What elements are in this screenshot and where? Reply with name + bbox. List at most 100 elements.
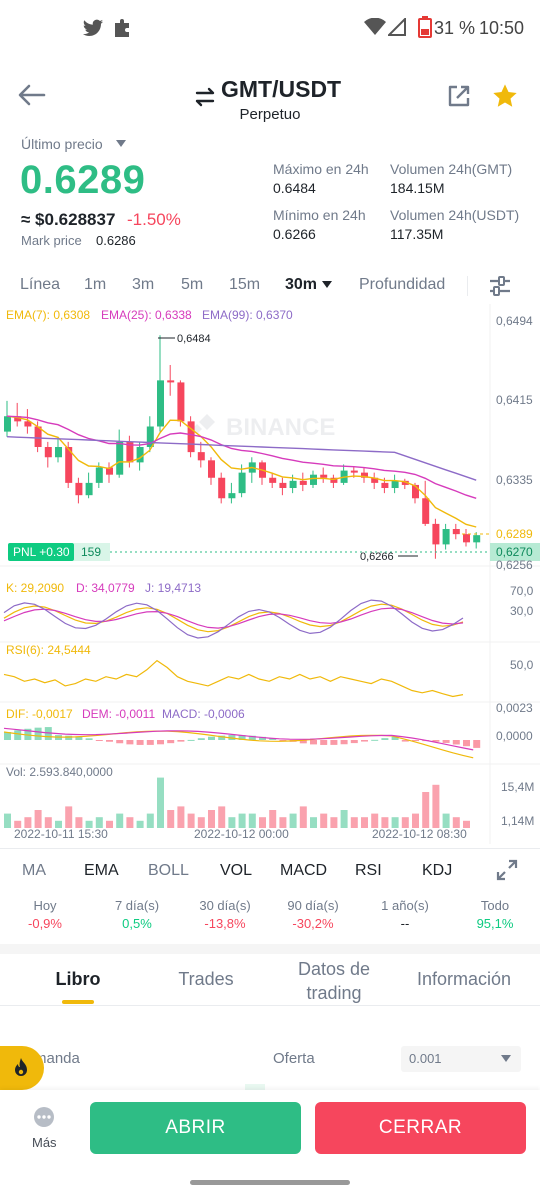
volume-bar [75, 817, 83, 828]
caret-down-icon[interactable] [116, 140, 126, 148]
tab-book[interactable]: Libro [55, 969, 101, 989]
volume-bar [412, 813, 419, 828]
fullscreen-icon[interactable] [496, 859, 518, 881]
low-marker: 0,6266 [360, 551, 394, 563]
more-button[interactable]: Más [20, 1102, 68, 1158]
candle-body [381, 482, 389, 489]
x-label-2: 2022-10-12 08:30 [372, 827, 467, 841]
macd-bar [350, 740, 358, 744]
status-bar: 31 % 10:50 [0, 0, 540, 58]
book-depth-bar [245, 1084, 265, 1092]
macd-bar [259, 736, 266, 740]
macd-bar [146, 740, 154, 745]
macd-bar [330, 740, 338, 745]
volume-bar [371, 813, 379, 828]
volume-bar [85, 820, 93, 828]
binance-watermark: BINANCE [192, 414, 335, 441]
macd-bar [391, 736, 399, 740]
bid-label: manda [34, 1050, 80, 1067]
open-button[interactable]: ABRIR [90, 1102, 301, 1154]
macd-bar [248, 735, 256, 740]
floating-fire-button[interactable] [0, 1046, 44, 1090]
tab-5m[interactable]: 5m [181, 276, 204, 293]
chart-settings-icon[interactable] [488, 275, 512, 297]
volume-bar [463, 820, 470, 828]
ind-rsi[interactable]: RSI [355, 862, 382, 879]
pair-title[interactable]: GMT/USDT [221, 76, 342, 102]
pnl-badge[interactable] [8, 543, 74, 561]
macd-bar [126, 740, 134, 745]
candle-body [75, 482, 83, 496]
candle-body [350, 470, 358, 473]
position-price-box [490, 543, 540, 561]
close-button[interactable]: CERRAR [315, 1102, 526, 1154]
tab-line[interactable]: Línea [20, 276, 61, 293]
timeframe-tabs: Línea 1m 3m 5m 15m 30m Profundidad [0, 268, 540, 304]
macd-bar [381, 738, 389, 740]
low-24h-label: Mínimo en 24h [273, 207, 366, 223]
candle-body [269, 477, 277, 483]
macd-bar [14, 730, 22, 740]
chart-canvas[interactable]: BINANCE EMA(7): 0,6308 EMA(25): 0,6338 E… [0, 304, 540, 844]
dif-legend: DIF: -0,0017 [6, 707, 73, 721]
candle-body [452, 529, 460, 535]
volume-bar [299, 806, 307, 828]
precision-select[interactable]: 0.001 [401, 1046, 521, 1072]
ind-vol[interactable]: VOL [220, 862, 253, 879]
tab-15m[interactable]: 15m [229, 276, 261, 293]
tab-30m[interactable]: 30m [285, 276, 318, 293]
volume-bar [289, 813, 297, 828]
perf-90d: 90 día(s) -30,2% [287, 898, 339, 931]
share-icon[interactable] [447, 84, 471, 108]
tab-trading-data[interactable]: Datos de trading [297, 959, 371, 1003]
candle-body [238, 472, 246, 494]
volume-bar [310, 817, 317, 828]
candle-body [4, 416, 11, 432]
macd-bar [187, 739, 195, 741]
tab-info[interactable]: Información [416, 969, 512, 989]
last-price-label[interactable]: Último precio [21, 136, 103, 152]
volume-quote: 117.35M [390, 226, 444, 242]
kdj-d: D: 34,0779 [76, 581, 135, 595]
tab-depth[interactable]: Profundidad [359, 276, 446, 293]
candle-body [157, 380, 164, 427]
macd-bar [371, 739, 379, 741]
ind-macd[interactable]: MACD [280, 862, 328, 879]
kline-chart[interactable]: BINANCE EMA(7): 0,6308 EMA(25): 0,6338 E… [0, 304, 540, 844]
volume-bar [24, 817, 32, 828]
ind-ma[interactable]: MA [22, 862, 46, 879]
ind-ema[interactable]: EMA [84, 862, 119, 879]
tab-trades[interactable]: Trades [178, 969, 234, 989]
tab-1m[interactable]: 1m [84, 276, 107, 293]
macd-bar [4, 732, 11, 740]
volume-bar [228, 817, 236, 828]
candle-body [228, 493, 236, 499]
macd-bar [197, 738, 205, 740]
precision-value: 0.001 [409, 1051, 442, 1066]
back-arrow-icon[interactable] [18, 84, 46, 106]
volume-bar [320, 813, 328, 828]
rsi-line [3, 659, 464, 698]
swap-icon[interactable] [194, 87, 216, 107]
y-label-2: 0,6335 [496, 473, 533, 487]
macd-bar [473, 740, 481, 748]
candle-body [391, 480, 399, 489]
more-label: Más [32, 1135, 57, 1150]
ind-kdj[interactable]: KDJ [422, 862, 453, 879]
order-book: manda Oferta 0.001 [0, 1006, 540, 1092]
home-indicator[interactable] [190, 1180, 350, 1185]
volume-bar [279, 817, 287, 828]
timeframe-caret-icon[interactable] [322, 281, 332, 289]
ind-boll[interactable]: BOLL [148, 862, 189, 879]
macd-bar [238, 735, 246, 740]
kdj-j: J: 19,4713 [145, 581, 201, 595]
macd-bar [85, 738, 93, 740]
mark-price-label: Mark price [21, 233, 82, 248]
favorite-star-icon[interactable] [491, 82, 519, 110]
volume-bar [44, 817, 52, 828]
kdj-j-line [3, 599, 464, 639]
perf-7d: 7 día(s) 0,5% [114, 898, 160, 931]
volume-bar [350, 817, 358, 828]
tab-3m[interactable]: 3m [132, 276, 155, 293]
volume-bar [55, 820, 62, 828]
